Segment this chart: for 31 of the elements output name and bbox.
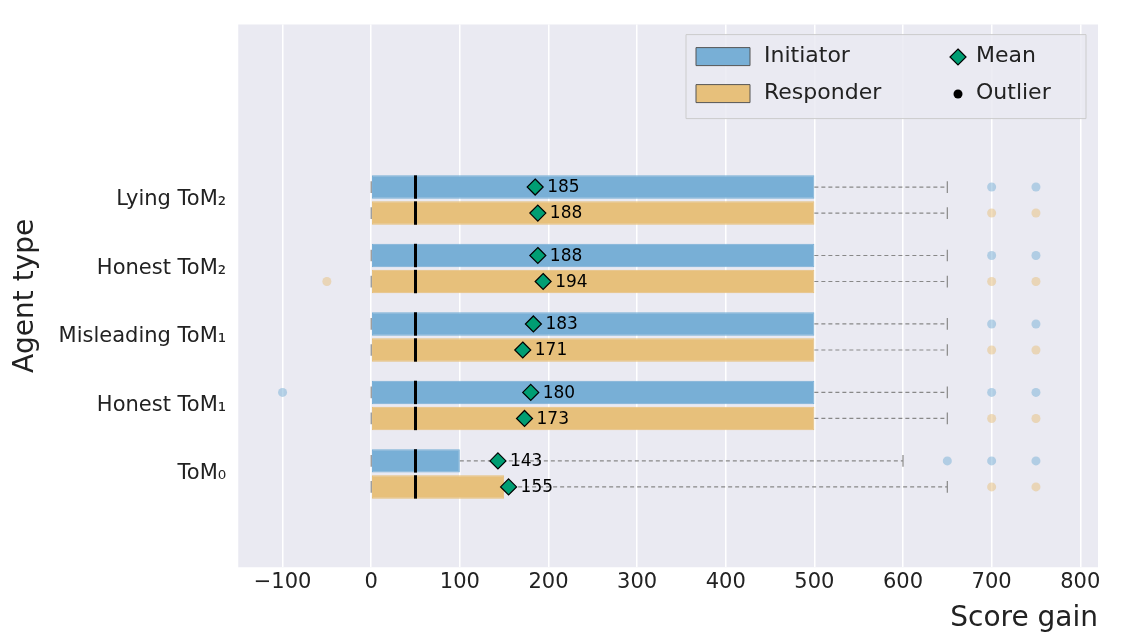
y-tick-label: Honest ToM₁ (96, 391, 227, 416)
annotation: 188 (549, 244, 583, 265)
x-axis-title: Score gain (950, 600, 1098, 634)
x-tick-label: −100 (253, 569, 312, 594)
annotation: 171 (534, 339, 568, 360)
annotation: 194 (555, 270, 588, 291)
x-tick-label: 500 (794, 569, 835, 594)
y-tick-label: Misleading ToM₁ (58, 323, 227, 348)
x-tick-label: 800 (1060, 569, 1101, 594)
annotation: 155 (520, 476, 554, 497)
text: Outlier (976, 79, 1052, 105)
y-tick-label: Honest ToM₂ (96, 254, 227, 279)
x-tick-label: 300 (617, 569, 658, 594)
legend-label: Responder (764, 79, 883, 105)
annotation: 143 (509, 450, 543, 471)
x-tick-label: 200 (528, 569, 569, 594)
legend-label: Initiator (764, 42, 851, 68)
x-tick-label: 700 (971, 569, 1012, 594)
x-tick-label: 400 (705, 569, 746, 594)
annotation: 173 (536, 407, 569, 428)
x-tick-label: 0 (364, 569, 378, 594)
annotation: 183 (545, 313, 578, 334)
annotation: 180 (542, 381, 576, 402)
annotation: 185 (547, 176, 580, 197)
text: Mean (976, 42, 1036, 68)
y-tick-label: ToM₀ (176, 460, 227, 485)
annotation: 188 (549, 202, 583, 223)
y-axis-title: Agent type (7, 218, 41, 374)
x-tick-label: 600 (882, 569, 924, 594)
y-tick-label: Lying ToM₂ (116, 186, 227, 211)
x-tick-label: 100 (439, 569, 480, 594)
